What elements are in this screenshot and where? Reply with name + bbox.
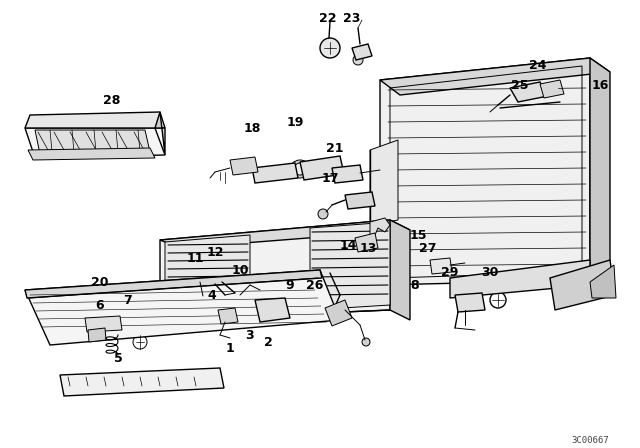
Polygon shape	[252, 163, 298, 183]
Text: 15: 15	[409, 228, 427, 241]
Polygon shape	[35, 130, 150, 154]
Polygon shape	[25, 128, 165, 158]
Bar	[295, 268, 305, 276]
Text: 26: 26	[307, 279, 324, 292]
Circle shape	[362, 338, 370, 346]
Polygon shape	[300, 156, 344, 180]
Polygon shape	[85, 316, 122, 332]
Polygon shape	[230, 157, 258, 175]
Text: 3C00667: 3C00667	[571, 435, 609, 444]
Polygon shape	[590, 265, 616, 298]
Circle shape	[318, 209, 328, 219]
Polygon shape	[540, 80, 564, 98]
Polygon shape	[370, 218, 390, 238]
Polygon shape	[455, 293, 485, 312]
Text: 17: 17	[321, 172, 339, 185]
Polygon shape	[332, 165, 363, 183]
Circle shape	[320, 38, 340, 58]
Polygon shape	[255, 298, 290, 322]
Text: 5: 5	[114, 352, 122, 365]
Polygon shape	[155, 112, 165, 155]
Text: 20: 20	[92, 276, 109, 289]
Polygon shape	[218, 308, 238, 324]
Text: 9: 9	[285, 279, 294, 292]
Text: 14: 14	[339, 238, 356, 251]
Polygon shape	[160, 220, 410, 248]
Polygon shape	[430, 258, 452, 274]
Polygon shape	[345, 192, 375, 209]
Polygon shape	[450, 260, 590, 298]
Text: 18: 18	[243, 121, 260, 134]
Polygon shape	[28, 148, 155, 160]
Text: 11: 11	[186, 251, 204, 264]
Polygon shape	[550, 260, 615, 310]
Bar	[265, 268, 280, 276]
Ellipse shape	[290, 160, 310, 178]
Text: 27: 27	[419, 241, 436, 254]
Polygon shape	[380, 58, 610, 95]
Text: 3: 3	[246, 328, 254, 341]
Text: 8: 8	[411, 279, 419, 292]
Text: 12: 12	[206, 246, 224, 258]
Text: 30: 30	[481, 266, 499, 279]
Circle shape	[484, 110, 492, 118]
Polygon shape	[590, 58, 610, 295]
Polygon shape	[390, 220, 410, 320]
Text: 4: 4	[207, 289, 216, 302]
Text: 19: 19	[286, 116, 304, 129]
Text: 10: 10	[231, 263, 249, 276]
Text: 6: 6	[96, 298, 104, 311]
Text: 2: 2	[264, 336, 273, 349]
Polygon shape	[165, 235, 250, 312]
Polygon shape	[25, 112, 165, 128]
Polygon shape	[25, 270, 340, 345]
Text: 29: 29	[442, 266, 459, 279]
Bar	[255, 248, 310, 278]
Polygon shape	[370, 140, 398, 225]
Polygon shape	[88, 328, 106, 342]
Polygon shape	[355, 233, 378, 252]
Text: 23: 23	[343, 12, 361, 25]
Text: 22: 22	[319, 12, 337, 25]
Polygon shape	[325, 300, 352, 326]
Text: 7: 7	[124, 293, 132, 306]
Text: 24: 24	[529, 59, 547, 72]
Polygon shape	[60, 368, 224, 396]
Circle shape	[294, 163, 306, 175]
Polygon shape	[25, 270, 322, 298]
Text: 1: 1	[226, 341, 234, 354]
Circle shape	[353, 55, 363, 65]
Polygon shape	[160, 220, 390, 320]
Polygon shape	[310, 222, 390, 310]
Text: 16: 16	[591, 78, 609, 91]
Text: 13: 13	[359, 241, 377, 254]
Polygon shape	[380, 58, 590, 285]
Text: 21: 21	[326, 142, 344, 155]
Text: 28: 28	[103, 94, 121, 107]
Polygon shape	[510, 82, 548, 102]
Polygon shape	[352, 44, 372, 60]
Text: 25: 25	[511, 78, 529, 91]
